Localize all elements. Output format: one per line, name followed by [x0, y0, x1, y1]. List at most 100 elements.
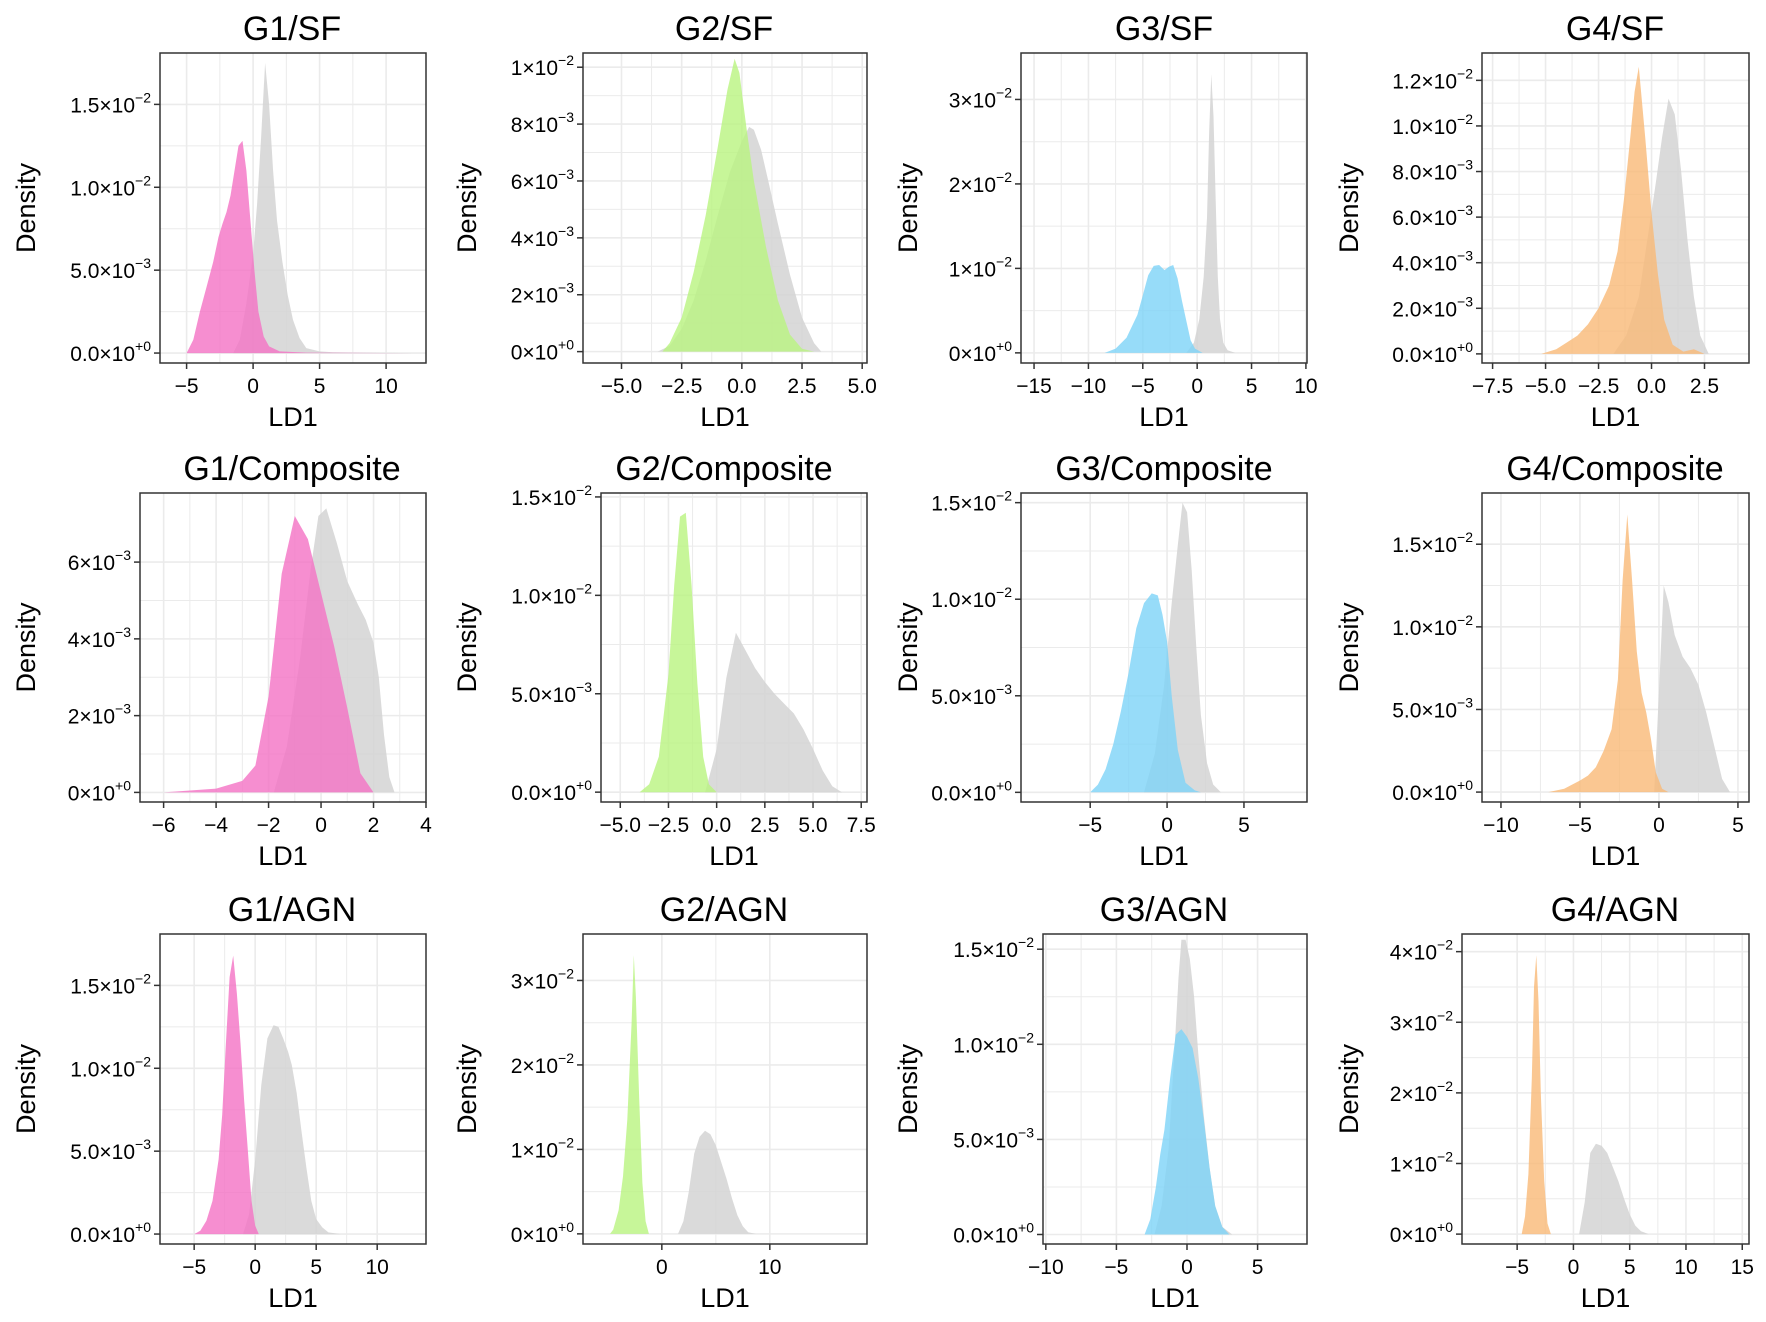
panel-title: G2/AGN: [660, 891, 788, 929]
x-tick-label: 0: [247, 375, 259, 398]
panel-g3-sf: −15 −10 −5 0 5 10 0×10+0 1×10−2 2×10−2 3×10−2 G3/S…: [893, 10, 1318, 432]
y-tick-label: 8.0×10−3: [1392, 157, 1473, 185]
panel-title: G1/SF: [243, 10, 341, 48]
y-tick-exponent: −3: [558, 223, 574, 239]
density-area-g3: [1104, 265, 1203, 353]
y-tick-exponent: +0: [996, 777, 1012, 793]
y-tick-label: 2×10−2: [1390, 1078, 1453, 1106]
y-tick-exponent: −2: [558, 1134, 574, 1150]
x-axis-label: LD1: [268, 1283, 318, 1313]
panel-g4-composite: −10 −5 0 5 0.0×10+0 5.0×10−3 1.0×10−2 1.5×10−2 G…: [1334, 450, 1750, 871]
y-tick-label: 0×10+0: [1390, 1219, 1453, 1247]
y-tick-label: 1.0×10−2: [1392, 612, 1473, 640]
y-tick-label: 1×10−2: [949, 253, 1012, 281]
x-tick-label: −5.0: [1525, 375, 1566, 398]
x-axis-label: LD1: [268, 402, 318, 432]
y-tick-label: 3×10−2: [511, 965, 574, 993]
x-tick-label: 15: [1731, 1256, 1754, 1279]
x-axis-label: LD1: [1591, 841, 1641, 871]
panel-g2-sf: −5.0 −2.5 0.0 2.5 5.0 0×10+0 2×10−3 4×10−3 6×10−…: [452, 10, 877, 432]
x-axis-label: LD1: [1139, 402, 1189, 432]
panel-border: [1042, 933, 1308, 1245]
y-tick-exponent: −3: [1457, 202, 1473, 218]
density-area-g3: [1144, 1029, 1230, 1235]
y-tick-label: 4×10−3: [511, 223, 574, 251]
x-tick-label: −7.5: [1472, 375, 1513, 398]
y-tick-exponent: −2: [576, 482, 592, 498]
y-axis-label: Density: [11, 1043, 41, 1134]
panel-g4-sf: −7.5 −5.0 −2.5 0.0 2.5 0.0×10+0 2.0×10−3 4.0×10…: [1334, 10, 1750, 432]
y-axis-label: Density: [452, 162, 482, 253]
y-tick-label: 0.0×10+0: [1392, 339, 1473, 367]
x-tick-label: −5: [182, 1256, 206, 1279]
panel-border: [1461, 933, 1750, 1245]
panel-border: [139, 492, 427, 803]
panel-border: [1020, 52, 1308, 364]
x-axis-label: LD1: [700, 402, 750, 432]
panel-g3-composite: −5 0 5 0.0×10+0 5.0×10−3 1.0×10−2 1.5×10−2 G3/C…: [893, 450, 1308, 871]
x-tick-label: −2.5: [1578, 375, 1619, 398]
y-tick-label: 0.0×10+0: [931, 777, 1012, 805]
panel-border: [1481, 52, 1750, 364]
y-tick-exponent: +0: [135, 338, 151, 354]
y-tick-label: 1×10−2: [511, 1134, 574, 1162]
y-tick-label: 5.0×10−3: [511, 679, 592, 707]
x-tick-label: 10: [1294, 375, 1317, 398]
y-tick-label: 2×10−3: [511, 280, 574, 308]
y-tick-label: 0×10+0: [511, 337, 574, 365]
y-tick-exponent: −3: [135, 255, 151, 271]
y-tick-exponent: −3: [996, 681, 1012, 697]
x-tick-label: 0.0: [1637, 375, 1666, 398]
y-tick-exponent: −3: [1457, 157, 1473, 173]
y-tick-exponent: −3: [1457, 694, 1473, 710]
x-tick-label: −5: [1505, 1256, 1529, 1279]
y-tick-exponent: −3: [115, 547, 131, 563]
y-tick-exponent: −3: [1457, 248, 1473, 264]
y-axis-label: Density: [11, 162, 41, 253]
y-tick-exponent: −2: [996, 253, 1012, 269]
y-axis-label: Density: [452, 1043, 482, 1134]
y-tick-label: 0.0×10+0: [953, 1219, 1034, 1247]
x-tick-label: 2.5: [1690, 375, 1719, 398]
y-axis-label: Density: [893, 1043, 923, 1134]
panel-title: G2/SF: [675, 10, 773, 48]
y-tick-exponent: −3: [115, 624, 131, 640]
y-tick-exponent: +0: [1457, 339, 1473, 355]
y-tick-exponent: −3: [558, 166, 574, 182]
x-tick-label: −5: [1131, 375, 1155, 398]
density-area-g2: [639, 512, 717, 793]
y-tick-label: 1.5×10−2: [931, 488, 1012, 516]
x-tick-label: −6: [152, 814, 176, 837]
x-tick-label: 5.0: [798, 814, 827, 837]
panel-title: G2/Composite: [615, 450, 832, 488]
density-area-g4: [1541, 66, 1705, 354]
y-axis-label: Density: [1334, 602, 1364, 693]
x-tick-label: −10: [1071, 375, 1107, 398]
y-tick-label: 1.5×10−2: [953, 934, 1034, 962]
x-tick-label: −5.0: [601, 375, 642, 398]
y-tick-label: 1.0×10−2: [511, 580, 592, 608]
y-tick-exponent: −3: [576, 679, 592, 695]
x-axis-label: LD1: [258, 841, 308, 871]
y-tick-label: 4×10−3: [68, 624, 131, 652]
y-tick-label: 1.0×10−2: [70, 172, 151, 200]
y-tick-exponent: +0: [996, 338, 1012, 354]
y-tick-label: 4.0×10−3: [1392, 248, 1473, 276]
x-tick-label: 5: [1252, 1256, 1264, 1279]
y-tick-label: 1×10−2: [1390, 1148, 1453, 1176]
panel-title: G4/AGN: [1551, 891, 1679, 929]
panel-title: G1/AGN: [228, 891, 356, 929]
y-tick-label: 5.0×10−3: [953, 1124, 1034, 1152]
x-tick-label: 10: [758, 1256, 781, 1279]
x-tick-label: −5.0: [600, 814, 641, 837]
x-tick-label: 7.5: [847, 814, 876, 837]
y-tick-label: 0.0×10+0: [70, 1219, 151, 1247]
x-axis-label: LD1: [1139, 841, 1189, 871]
y-tick-exponent: −2: [1437, 1078, 1453, 1094]
panel-border: [1481, 492, 1750, 803]
y-tick-exponent: −2: [1437, 1148, 1453, 1164]
x-tick-label: 5.0: [848, 375, 877, 398]
y-tick-label: 6×10−3: [511, 166, 574, 194]
